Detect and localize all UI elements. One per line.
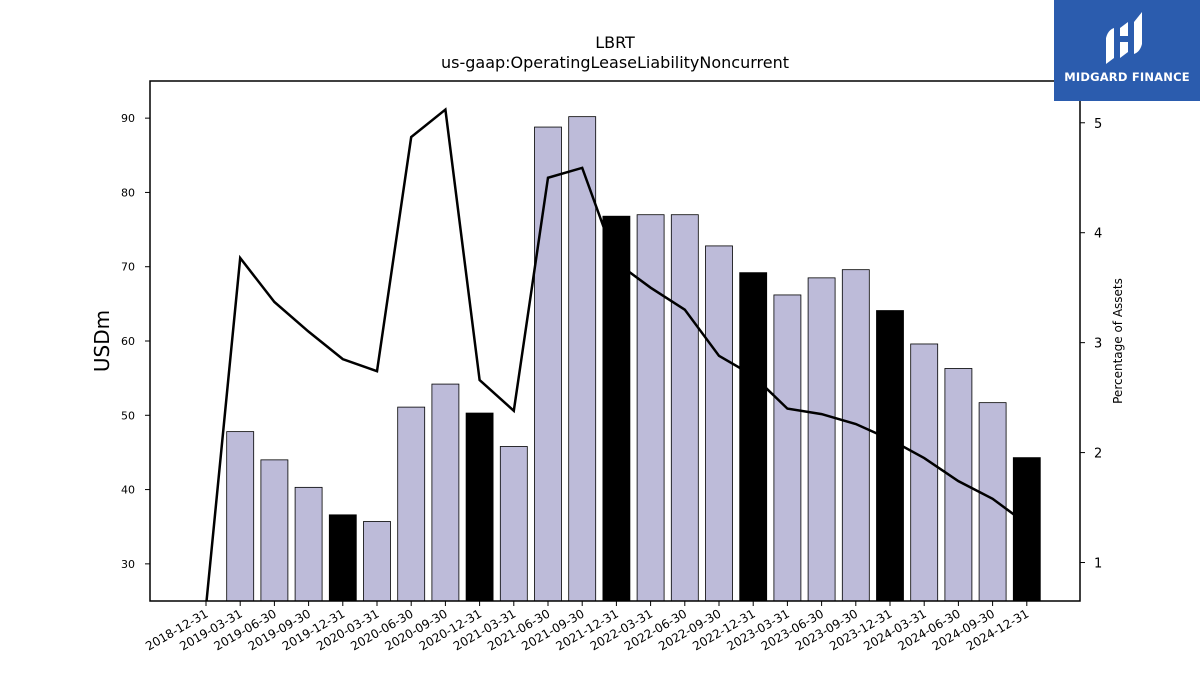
bar-2021-03-31 [499, 446, 528, 602]
bar-2019-06-30 [260, 459, 289, 602]
bar-group [226, 116, 1041, 602]
y2-tick-label: 2 [1094, 447, 1102, 462]
y2-axis-label: Percentage of Assets [1111, 278, 1125, 404]
brand-logo: MIDGARD FINANCE [1054, 0, 1200, 101]
y-axis-label: USDm [90, 310, 114, 372]
y-tick-label: 30 [121, 558, 135, 571]
y-axis-left: 30 40 50 60 70 80 90 [121, 112, 150, 571]
bar-2022-06-30 [670, 214, 699, 602]
y-tick-label: 60 [121, 335, 135, 348]
chart-title: LBRT [595, 33, 635, 52]
bar-2024-03-31 [910, 343, 939, 602]
bar-2020-06-30 [397, 406, 426, 602]
y2-tick-label: 5 [1094, 117, 1102, 132]
logo-mark-icon [1106, 12, 1142, 64]
logo-text: MIDGARD FINANCE [1064, 70, 1190, 84]
bar-2021-09-30 [568, 116, 597, 602]
y-tick-label: 70 [121, 261, 135, 274]
bar-2019-09-30 [294, 486, 323, 602]
bar-2022-03-31 [636, 214, 665, 602]
y-tick-label: 40 [121, 484, 135, 497]
x-axis: 2018-12-312019-03-312019-06-302019-09-30… [143, 601, 1031, 653]
y-tick-label: 80 [121, 186, 135, 199]
bar-2024-09-30 [978, 402, 1007, 602]
bar-2020-03-31 [363, 521, 391, 602]
bar-2023-03-31 [773, 294, 802, 602]
bar-2020-12-31 [465, 412, 494, 602]
y2-tick-label: 1 [1094, 557, 1102, 572]
bar-2023-06-30 [807, 277, 836, 602]
bar-2023-09-30 [841, 269, 870, 602]
bar-2019-12-31 [328, 514, 357, 602]
y-tick-label: 50 [121, 409, 135, 422]
bar-2022-12-31 [739, 272, 768, 602]
bar-2021-06-30 [534, 126, 562, 602]
y2-tick-label: 4 [1094, 227, 1102, 242]
bar-2024-12-31 [1012, 457, 1041, 602]
line-group [205, 107, 1028, 601]
series-line [205, 107, 1028, 601]
bar-2022-09-30 [705, 245, 733, 602]
y2-tick-label: 3 [1094, 337, 1102, 352]
y-axis-right: 1 2 3 4 5 [1080, 117, 1102, 572]
y-tick-label: 90 [121, 112, 135, 125]
bar-2020-09-30 [431, 383, 460, 602]
bar-2019-03-31 [226, 431, 255, 602]
bar-2021-12-31 [602, 215, 631, 602]
plot-frame [149, 80, 1081, 602]
bar-2023-12-31 [876, 310, 904, 602]
chart-subtitle: us-gaap:OperatingLeaseLiabilityNoncurren… [441, 53, 789, 72]
